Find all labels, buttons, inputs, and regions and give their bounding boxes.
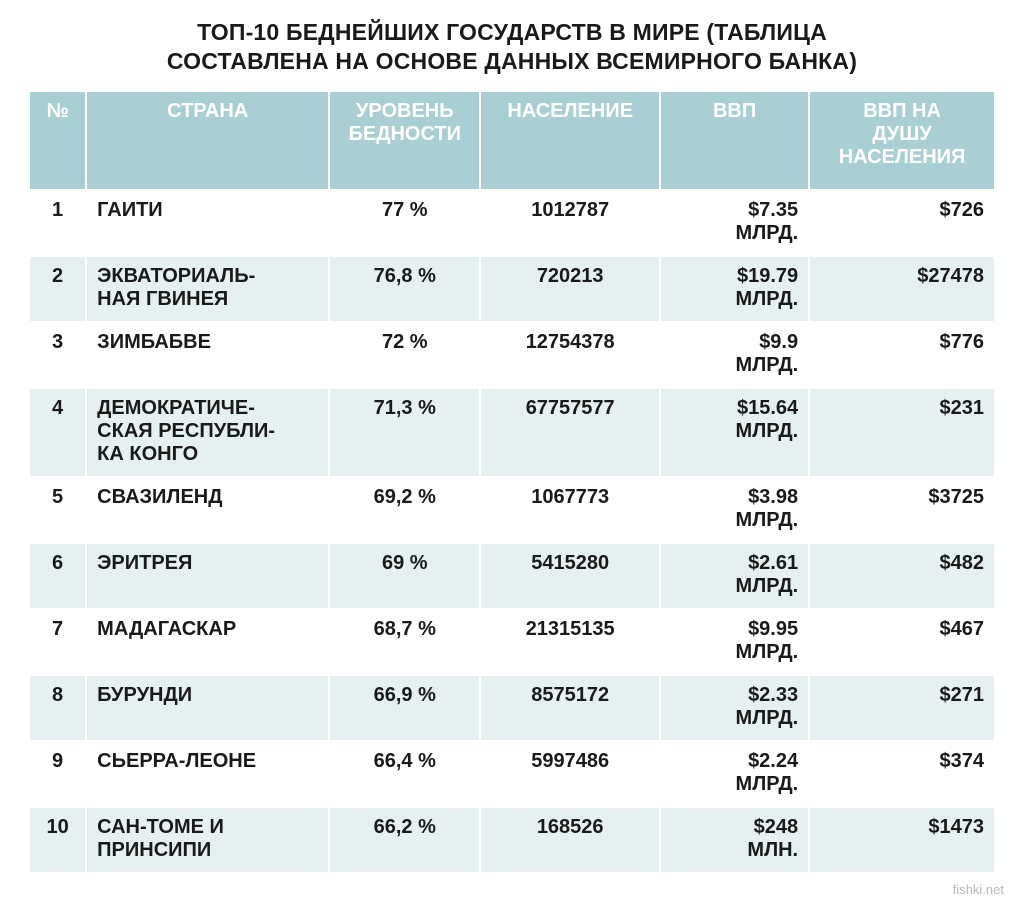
cell-country: СЬЕРРА-ЛЕОНЕ (86, 741, 329, 807)
col-header-pop: НАСЕЛЕНИЕ (480, 91, 660, 190)
cell-num: 7 (29, 609, 86, 675)
cell-pop: 21315135 (480, 609, 660, 675)
cell-gdppc: $271 (809, 675, 995, 741)
cell-poverty: 66,4 % (329, 741, 480, 807)
cell-num: 5 (29, 477, 86, 543)
cell-country: ЭРИТРЕЯ (86, 543, 329, 609)
cell-num: 4 (29, 388, 86, 477)
cell-gdppc: $482 (809, 543, 995, 609)
table-row: 5 СВАЗИЛЕНД 69,2 % 1067773 $3.98 МЛРД. $… (29, 477, 995, 543)
cell-gdp: $7.35 МЛРД. (660, 190, 809, 256)
cell-gdppc: $467 (809, 609, 995, 675)
table-row: 6 ЭРИТРЕЯ 69 % 5415280 $2.61 МЛРД. $482 (29, 543, 995, 609)
cell-pop: 67757577 (480, 388, 660, 477)
cell-gdp: $2.24 МЛРД. (660, 741, 809, 807)
cell-gdp: $9.95 МЛРД. (660, 609, 809, 675)
cell-pop: 5997486 (480, 741, 660, 807)
cell-poverty: 72 % (329, 322, 480, 388)
table-row: 7 МАДАГАСКАР 68,7 % 21315135 $9.95 МЛРД.… (29, 609, 995, 675)
table-row: 1 ГАИТИ 77 % 1012787 $7.35 МЛРД. $726 (29, 190, 995, 256)
cell-country: МАДАГАСКАР (86, 609, 329, 675)
col-header-num: № (29, 91, 86, 190)
cell-num: 10 (29, 807, 86, 873)
col-header-poverty: УРОВЕНЬ БЕДНОСТИ (329, 91, 480, 190)
cell-num: 6 (29, 543, 86, 609)
cell-pop: 8575172 (480, 675, 660, 741)
cell-pop: 1012787 (480, 190, 660, 256)
table-row: 10 САН-ТОМЕ И ПРИНСИПИ 66,2 % 168526 $24… (29, 807, 995, 873)
table-row: 2 ЭКВАТОРИАЛЬ- НАЯ ГВИНЕЯ 76,8 % 720213 … (29, 256, 995, 322)
table-row: 9 СЬЕРРА-ЛЕОНЕ 66,4 % 5997486 $2.24 МЛРД… (29, 741, 995, 807)
cell-gdppc: $374 (809, 741, 995, 807)
cell-pop: 1067773 (480, 477, 660, 543)
cell-num: 3 (29, 322, 86, 388)
cell-gdp: $3.98 МЛРД. (660, 477, 809, 543)
cell-country: СВАЗИЛЕНД (86, 477, 329, 543)
cell-poverty: 66,2 % (329, 807, 480, 873)
cell-country: ДЕМОКРАТИЧЕ- СКАЯ РЕСПУБЛИ- КА КОНГО (86, 388, 329, 477)
cell-gdp: $248 МЛН. (660, 807, 809, 873)
cell-poverty: 66,9 % (329, 675, 480, 741)
cell-country: САН-ТОМЕ И ПРИНСИПИ (86, 807, 329, 873)
cell-pop: 5415280 (480, 543, 660, 609)
cell-pop: 720213 (480, 256, 660, 322)
cell-gdppc: $27478 (809, 256, 995, 322)
title-line-2: СОСТАВЛЕНА НА ОСНОВЕ ДАННЫХ ВСЕМИРНОГО Б… (167, 48, 857, 74)
cell-poverty: 71,3 % (329, 388, 480, 477)
cell-num: 8 (29, 675, 86, 741)
title-line-1: ТОП-10 БЕДНЕЙШИХ ГОСУДАРСТВ В МИРЕ (ТАБЛ… (197, 19, 827, 45)
cell-country: ЭКВАТОРИАЛЬ- НАЯ ГВИНЕЯ (86, 256, 329, 322)
cell-poverty: 69,2 % (329, 477, 480, 543)
page-title: ТОП-10 БЕДНЕЙШИХ ГОСУДАРСТВ В МИРЕ (ТАБЛ… (28, 18, 996, 76)
cell-country: ГАИТИ (86, 190, 329, 256)
cell-poverty: 77 % (329, 190, 480, 256)
cell-poverty: 68,7 % (329, 609, 480, 675)
col-header-gdppc: ВВП НА ДУШУ НАСЕЛЕНИЯ (809, 91, 995, 190)
table-row: 3 ЗИМБАБВЕ 72 % 12754378 $9.9 МЛРД. $776 (29, 322, 995, 388)
cell-num: 1 (29, 190, 86, 256)
col-header-gdp: ВВП (660, 91, 809, 190)
cell-pop: 12754378 (480, 322, 660, 388)
table-header-row: № СТРАНА УРОВЕНЬ БЕДНОСТИ НАСЕЛЕНИЕ ВВП … (29, 91, 995, 190)
cell-poverty: 69 % (329, 543, 480, 609)
cell-pop: 168526 (480, 807, 660, 873)
table-row: 4 ДЕМОКРАТИЧЕ- СКАЯ РЕСПУБЛИ- КА КОНГО 7… (29, 388, 995, 477)
cell-gdp: $19.79 МЛРД. (660, 256, 809, 322)
cell-num: 9 (29, 741, 86, 807)
cell-gdp: $15.64 МЛРД. (660, 388, 809, 477)
cell-gdppc: $726 (809, 190, 995, 256)
page: ТОП-10 БЕДНЕЙШИХ ГОСУДАРСТВ В МИРЕ (ТАБЛ… (0, 0, 1024, 905)
watermark: fishki.net (953, 882, 1004, 897)
cell-gdp: $2.61 МЛРД. (660, 543, 809, 609)
cell-gdppc: $3725 (809, 477, 995, 543)
cell-country: ЗИМБАБВЕ (86, 322, 329, 388)
cell-gdppc: $1473 (809, 807, 995, 873)
cell-gdppc: $776 (809, 322, 995, 388)
poorest-countries-table: № СТРАНА УРОВЕНЬ БЕДНОСТИ НАСЕЛЕНИЕ ВВП … (28, 90, 996, 874)
cell-country: БУРУНДИ (86, 675, 329, 741)
cell-gdp: $2.33 МЛРД. (660, 675, 809, 741)
cell-gdp: $9.9 МЛРД. (660, 322, 809, 388)
cell-poverty: 76,8 % (329, 256, 480, 322)
col-header-country: СТРАНА (86, 91, 329, 190)
cell-gdppc: $231 (809, 388, 995, 477)
cell-num: 2 (29, 256, 86, 322)
table-row: 8 БУРУНДИ 66,9 % 8575172 $2.33 МЛРД. $27… (29, 675, 995, 741)
